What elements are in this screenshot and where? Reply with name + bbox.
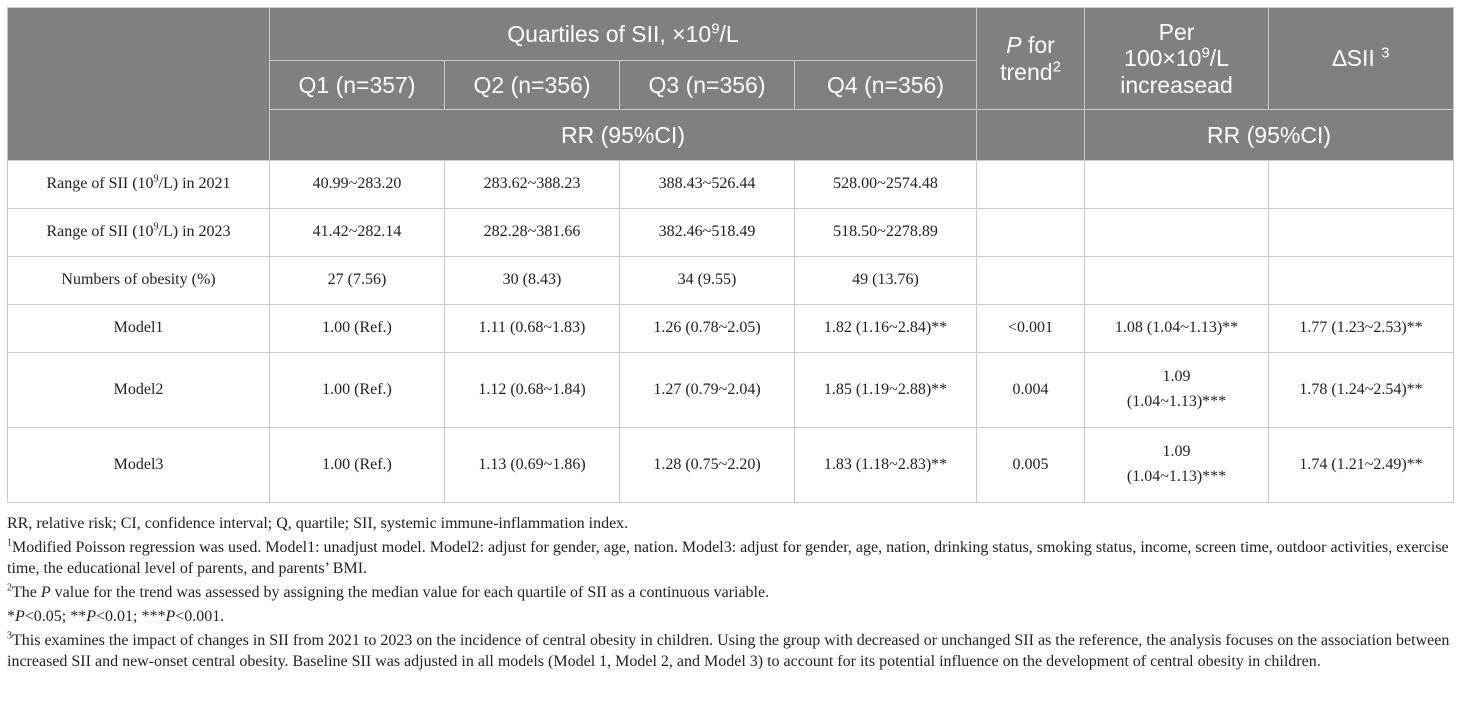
table-cell: 283.62~388.23 xyxy=(444,160,620,209)
row-label: Model1 xyxy=(7,304,270,353)
table-cell: 34 (9.55) xyxy=(619,256,795,305)
table-body: Range of SII (109/L) in 2021 40.99~283.2… xyxy=(7,160,1455,503)
table-row: Range of SII (109/L) in 2021 40.99~283.2… xyxy=(7,160,1455,209)
table-cell: 0.005 xyxy=(976,427,1086,503)
table-cell: 49 (13.76) xyxy=(793,256,978,305)
table-cell xyxy=(1268,256,1455,305)
q2-header: Q2 (n=356) xyxy=(444,60,620,110)
row-label: Model2 xyxy=(7,352,270,428)
table-row: Numbers of obesity (%) 27 (7.56) 30 (8.4… xyxy=(7,256,1455,305)
quartiles-header: Quartiles of SII, ×109/L xyxy=(268,7,978,61)
table-cell: 1.00 (Ref.) xyxy=(269,352,445,428)
table-cell: 1.82 (1.16~2.84)** xyxy=(793,304,978,353)
row-label: Numbers of obesity (%) xyxy=(7,256,270,305)
table-cell: 1.78 (1.24~2.54)** xyxy=(1268,352,1455,428)
row-label: Range of SII (109/L) in 2021 xyxy=(7,160,270,209)
table-row: Model3 1.00 (Ref.) 1.13 (0.69~1.86) 1.28… xyxy=(7,427,1455,503)
rr-header-right: RR (95%CI) xyxy=(1084,109,1455,161)
table-cell: <0.001 xyxy=(976,304,1086,353)
table-footnotes: RR, relative risk; CI, confidence interv… xyxy=(7,513,1453,675)
table-cell: 30 (8.43) xyxy=(444,256,620,305)
table-cell xyxy=(976,160,1086,209)
table-cell: 528.00~2574.48 xyxy=(793,160,978,209)
table-cell: 1.08 (1.04~1.13)** xyxy=(1084,304,1270,353)
table-cell: 1.27 (0.79~2.04) xyxy=(619,352,795,428)
table-cell: 388.43~526.44 xyxy=(619,160,795,209)
table-row: Model1 1.00 (Ref.) 1.11 (0.68~1.83) 1.26… xyxy=(7,304,1455,353)
table-cell: 1.09 (1.04~1.13)*** xyxy=(1084,352,1270,428)
table-cell: 27 (7.56) xyxy=(269,256,445,305)
footnote-3: 3This examines the impact of changes in … xyxy=(7,630,1450,670)
table-cell: 1.26 (0.78~2.05) xyxy=(619,304,795,353)
table-cell xyxy=(1084,160,1270,209)
table-cell: 1.13 (0.69~1.86) xyxy=(444,427,620,503)
table-cell: 1.00 (Ref.) xyxy=(269,304,445,353)
row-label: Range of SII (109/L) in 2023 xyxy=(7,208,270,257)
table-row: Model2 1.00 (Ref.) 1.12 (0.68~1.84) 1.27… xyxy=(7,352,1455,428)
table-header: Quartiles of SII, ×109/L P for trend2 Pe… xyxy=(7,7,1455,161)
table-cell xyxy=(1084,208,1270,257)
q1-header: Q1 (n=357) xyxy=(269,60,445,110)
delta-sii-header: ∆SII 3 xyxy=(1268,7,1455,110)
table-row: Range of SII (109/L) in 2023 41.42~282.1… xyxy=(7,208,1455,257)
table-cell: 1.00 (Ref.) xyxy=(269,427,445,503)
row-label: Model3 xyxy=(7,427,270,503)
table-cell: 1.83 (1.18~2.83)** xyxy=(793,427,978,503)
per100-header: Per 100×109/L increasead xyxy=(1084,7,1270,110)
p-trend-subheader xyxy=(976,109,1086,161)
header-blank-cell xyxy=(7,7,270,161)
q4-header: Q4 (n=356) xyxy=(793,60,978,110)
table-cell xyxy=(1268,208,1455,257)
table-cell: 1.11 (0.68~1.83) xyxy=(444,304,620,353)
table-cell: 1.09 (1.04~1.13)*** xyxy=(1084,427,1270,503)
table-cell: 518.50~2278.89 xyxy=(793,208,978,257)
table-cell: 1.28 (0.75~2.20) xyxy=(619,427,795,503)
footnote-1: 1Modified Poisson regression was used. M… xyxy=(7,537,1449,577)
table-cell xyxy=(1084,256,1270,305)
results-table: Quartiles of SII, ×109/L P for trend2 Pe… xyxy=(7,7,1455,503)
table-cell: 382.46~518.49 xyxy=(619,208,795,257)
table-cell: 40.99~283.20 xyxy=(269,160,445,209)
table-cell xyxy=(1268,160,1455,209)
significance-note: *P<0.05; **P<0.01; ***P<0.001. xyxy=(7,608,225,625)
q3-header: Q3 (n=356) xyxy=(619,60,795,110)
table-cell xyxy=(976,208,1086,257)
rr-header-left: RR (95%CI) xyxy=(268,109,978,161)
abbreviation-note: RR, relative risk; CI, confidence interv… xyxy=(7,515,629,532)
table-cell: 1.74 (1.21~2.49)** xyxy=(1268,427,1455,503)
table-cell: 0.004 xyxy=(976,352,1086,428)
table-cell: 41.42~282.14 xyxy=(269,208,445,257)
table-cell: 282.28~381.66 xyxy=(444,208,620,257)
table-cell: 1.77 (1.23~2.53)** xyxy=(1268,304,1455,353)
p-trend-header: P for trend2 xyxy=(976,7,1086,110)
footnote-2: 2The P value for the trend was assessed … xyxy=(7,582,770,601)
table-cell xyxy=(976,256,1086,305)
table-cell: 1.12 (0.68~1.84) xyxy=(444,352,620,428)
table-cell: 1.85 (1.19~2.88)** xyxy=(793,352,978,428)
